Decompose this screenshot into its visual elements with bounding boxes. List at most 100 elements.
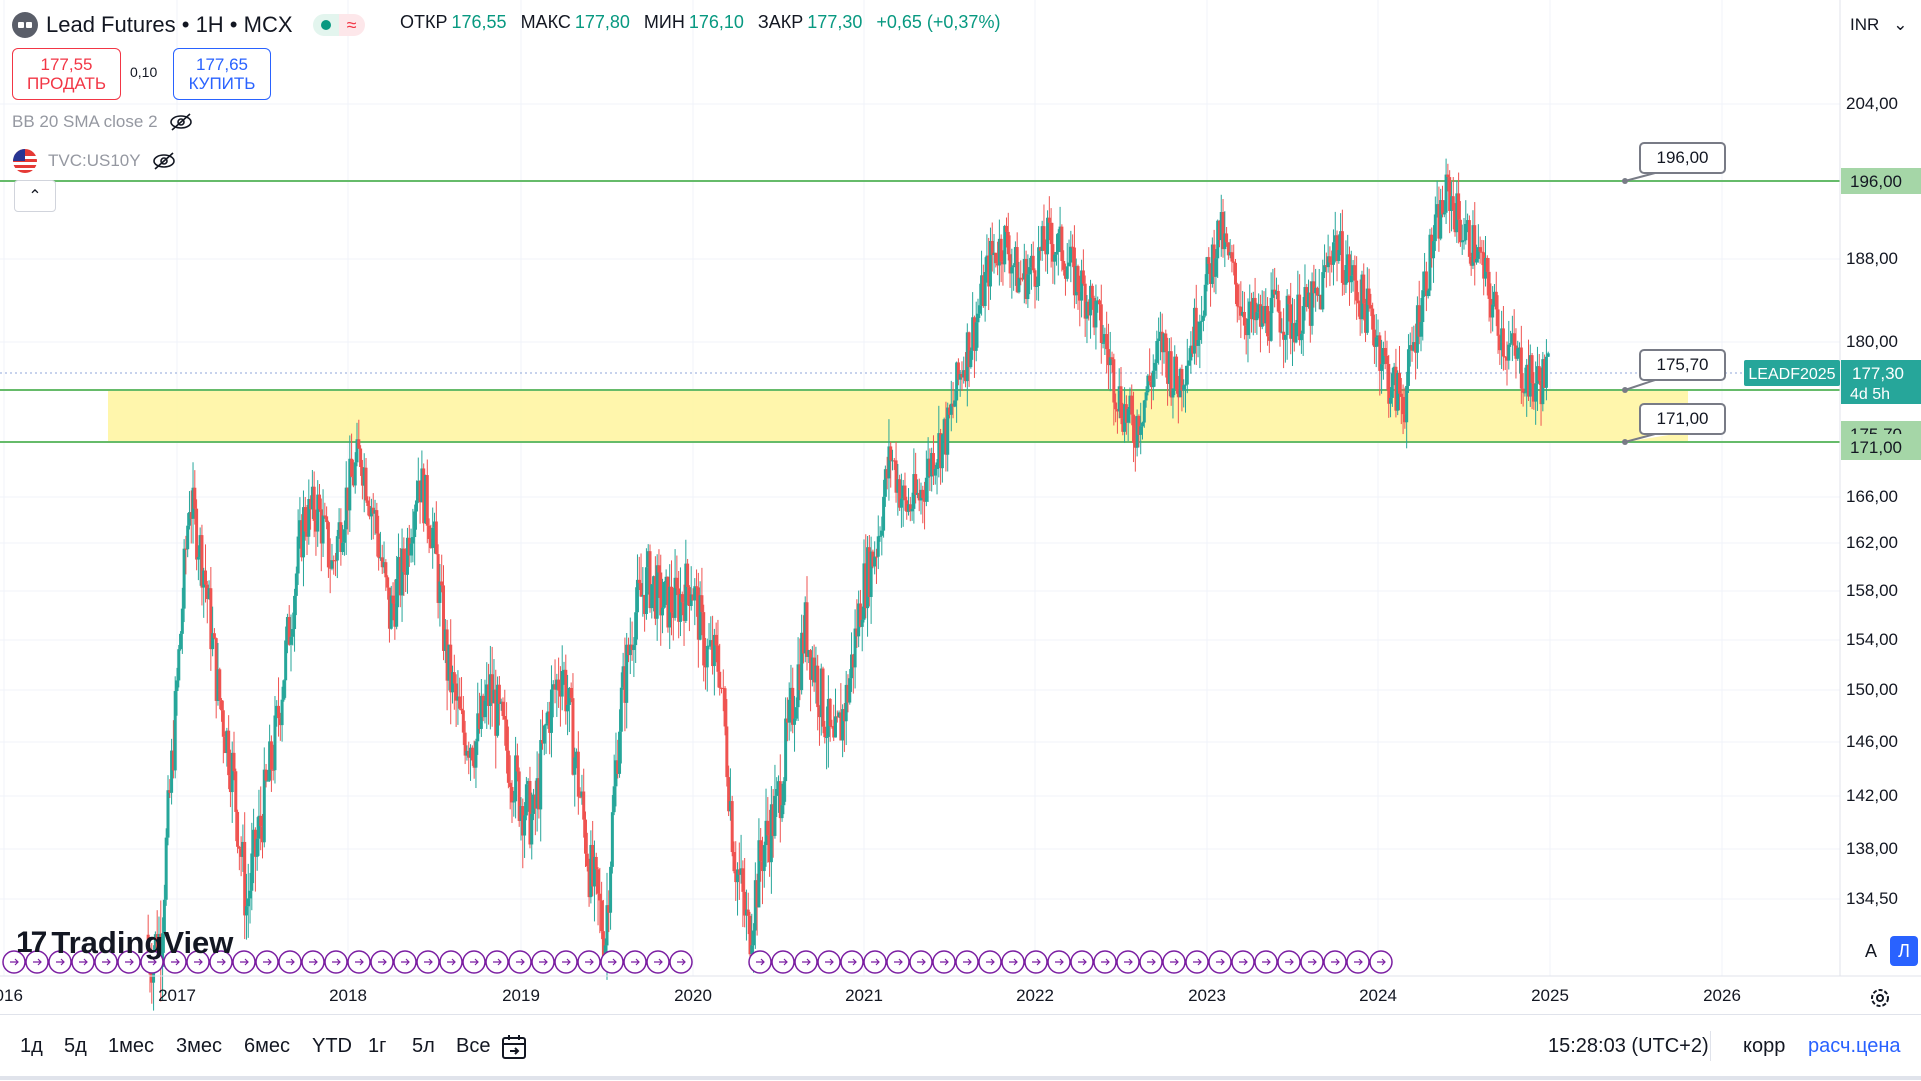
candle-body bbox=[677, 588, 681, 622]
candle-body bbox=[268, 741, 272, 781]
candle-body bbox=[557, 679, 561, 691]
candle-body bbox=[1148, 375, 1152, 382]
currency-select[interactable]: INR ⌄ bbox=[1840, 10, 1912, 40]
timeframe-button[interactable]: Все bbox=[456, 1035, 491, 1057]
time-tick-label: 2020 bbox=[674, 986, 712, 1005]
timeframe-button[interactable]: 1мес bbox=[108, 1035, 154, 1057]
log-scale-button[interactable]: Л bbox=[1890, 936, 1918, 966]
candle-body bbox=[553, 684, 557, 690]
callout-box bbox=[1639, 349, 1726, 381]
candle-body bbox=[600, 900, 604, 932]
candle-body bbox=[196, 557, 200, 560]
candle-body bbox=[610, 812, 614, 867]
candle-body bbox=[707, 645, 711, 647]
tradingview-logo[interactable]: 17 TradingView bbox=[16, 925, 233, 961]
tag-symbol-text: LEADF2025 bbox=[1748, 366, 1835, 383]
candle-body bbox=[696, 587, 700, 640]
eye-off-icon[interactable] bbox=[168, 112, 194, 132]
candle-body bbox=[1530, 355, 1534, 384]
candle-body bbox=[652, 576, 656, 585]
candle-body bbox=[275, 705, 279, 716]
candle-body bbox=[598, 893, 602, 901]
timeframe-button[interactable]: 1г bbox=[368, 1035, 387, 1057]
candle-body bbox=[1110, 357, 1114, 360]
date-range-icon[interactable] bbox=[500, 1033, 530, 1061]
candle-body bbox=[1380, 364, 1384, 371]
candle-body bbox=[438, 581, 442, 603]
event-arrow-icon bbox=[940, 958, 949, 966]
candle-body bbox=[737, 869, 741, 875]
candle-body bbox=[1430, 234, 1434, 259]
clock-timezone[interactable]: 15:28:03 (UTC+2) bbox=[1548, 1035, 1709, 1057]
indicator-bb[interactable]: BB 20 SMA close 2 bbox=[12, 112, 194, 132]
event-arrow-icon bbox=[1193, 958, 1202, 966]
symbol-header[interactable]: Lead Futures • 1H • MCX ≈ bbox=[12, 10, 365, 40]
candle-body bbox=[1255, 312, 1259, 321]
candle-body bbox=[253, 829, 257, 857]
candle-body bbox=[580, 791, 584, 797]
candle-body bbox=[1244, 325, 1248, 336]
candle-body bbox=[344, 487, 348, 530]
event-arrow-icon bbox=[1308, 958, 1317, 966]
timeframe-button[interactable]: YTD bbox=[312, 1035, 352, 1057]
time-tick-label: 2019 bbox=[502, 986, 540, 1005]
candle-body bbox=[250, 853, 254, 891]
candle-body bbox=[173, 691, 177, 771]
timeframe-button[interactable]: 6мес bbox=[244, 1035, 290, 1057]
candle-body bbox=[981, 275, 985, 307]
candle-body bbox=[499, 701, 503, 704]
candle-body bbox=[589, 844, 593, 898]
candle-body bbox=[1012, 265, 1016, 268]
candle-body bbox=[1432, 241, 1436, 259]
candle-body bbox=[810, 657, 814, 680]
candle-body bbox=[1098, 300, 1101, 305]
candle-body bbox=[832, 726, 836, 738]
candle-body bbox=[1544, 356, 1548, 388]
candle-body bbox=[671, 612, 675, 618]
candle-body bbox=[627, 644, 630, 656]
timeframe-button[interactable]: 5д bbox=[64, 1035, 87, 1057]
candle-body bbox=[535, 778, 539, 809]
candle-body bbox=[1326, 256, 1330, 268]
candle-body bbox=[1049, 222, 1053, 245]
candle-body bbox=[594, 856, 598, 870]
candle-body bbox=[924, 477, 928, 502]
candle-body bbox=[978, 305, 982, 314]
candle-body bbox=[512, 801, 516, 803]
timeframe-button[interactable]: 3мес bbox=[176, 1035, 222, 1057]
indicator-us10y[interactable]: TVC:US10Y bbox=[12, 148, 177, 174]
buy-button[interactable]: 177,65 КУПИТЬ bbox=[173, 48, 271, 100]
auto-scale-button[interactable]: A bbox=[1864, 940, 1877, 961]
candle-body bbox=[1026, 274, 1030, 300]
candle-body bbox=[1198, 321, 1202, 341]
settings-gear-icon[interactable] bbox=[1868, 986, 1892, 1010]
candle-body bbox=[1367, 288, 1371, 306]
market-status[interactable]: ≈ bbox=[312, 14, 365, 36]
candle-body bbox=[709, 640, 713, 646]
timeframe-button[interactable]: 5л bbox=[412, 1035, 435, 1057]
sell-button[interactable]: 177,55 ПРОДАТЬ bbox=[12, 48, 121, 100]
collapse-legend-button[interactable]: ⌃ bbox=[14, 180, 56, 212]
candle-body bbox=[532, 794, 536, 814]
candle-body bbox=[880, 530, 884, 536]
candle-body bbox=[1228, 252, 1232, 256]
candle-body bbox=[1031, 255, 1035, 271]
candle-body bbox=[234, 771, 238, 812]
price-chart[interactable]: 196,00 175,70 171,00 196,00 175,70 171,00 177… bbox=[0, 0, 1921, 1014]
eye-off-icon[interactable] bbox=[151, 151, 177, 171]
candle-body bbox=[951, 403, 955, 407]
candle-body bbox=[700, 595, 704, 613]
candle-body bbox=[1055, 251, 1058, 255]
candle-body bbox=[533, 794, 537, 809]
settlement-price-toggle[interactable]: расч.цена bbox=[1808, 1035, 1901, 1057]
timeframe-button[interactable]: 1д bbox=[20, 1035, 43, 1057]
candle-body bbox=[328, 567, 332, 569]
candle-body bbox=[730, 801, 734, 853]
adjustment-toggle[interactable]: корр bbox=[1743, 1035, 1786, 1057]
candle-body bbox=[801, 632, 805, 654]
candle-body bbox=[1383, 348, 1387, 356]
candle-body bbox=[769, 804, 773, 863]
event-arrow-icon bbox=[10, 958, 19, 966]
candle-body bbox=[851, 654, 855, 668]
candle-body bbox=[422, 468, 426, 524]
